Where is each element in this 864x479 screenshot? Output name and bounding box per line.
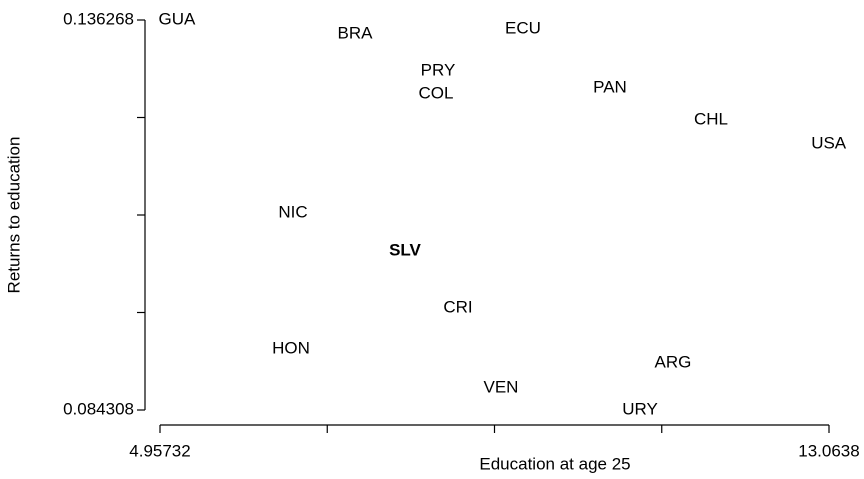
point-label: URY — [622, 399, 658, 418]
point-label: CHL — [694, 109, 728, 128]
point-label: CRI — [443, 297, 472, 316]
x-axis-label: Education at age 25 — [479, 454, 630, 473]
point-label: SLV — [389, 240, 421, 259]
y-tick-label: 0.136268 — [63, 9, 134, 28]
x-tick-label: 13.0638 — [798, 441, 859, 460]
y-tick-label: 0.084308 — [63, 399, 134, 418]
point-label: NIC — [278, 202, 307, 221]
point-label: PAN — [593, 77, 627, 96]
point-label: ECU — [505, 18, 541, 37]
point-label: COL — [419, 83, 454, 102]
point-label: USA — [811, 133, 847, 152]
x-tick-label: 4.95732 — [129, 441, 190, 460]
point-label: PRY — [421, 60, 456, 79]
point-label: GUA — [159, 9, 197, 28]
y-axis-label: Returns to education — [4, 137, 23, 294]
point-label: ARG — [655, 352, 692, 371]
point-label: BRA — [337, 23, 373, 42]
point-label: HON — [272, 338, 310, 357]
point-label: VEN — [483, 377, 518, 396]
